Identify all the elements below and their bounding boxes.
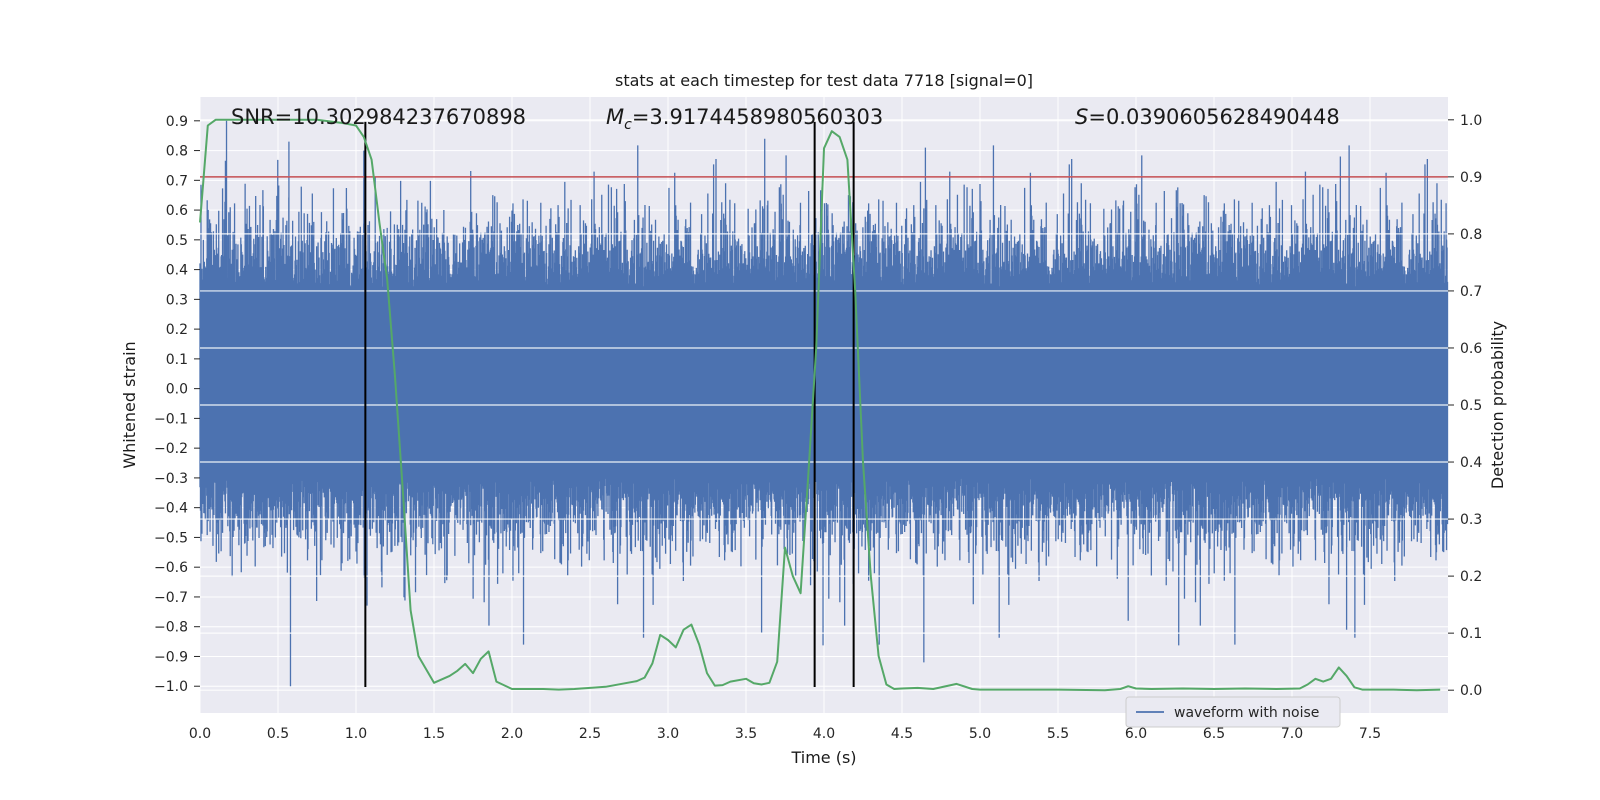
y-right-tick-label: 0.6 xyxy=(1460,341,1482,357)
y-left-tick-label: 0.6 xyxy=(166,203,188,219)
y-left-tick-label: 0.8 xyxy=(166,144,188,160)
chirp-mass-annotation: Mc=3.9174458980560303 xyxy=(606,105,883,133)
legend: waveform with noise xyxy=(1125,696,1341,728)
y-left-tick-label: −0.9 xyxy=(154,649,188,665)
y-right-tick-label: 1.0 xyxy=(1460,113,1482,129)
y-right-tick-label: 0.8 xyxy=(1460,227,1482,243)
probability-line xyxy=(199,118,1441,692)
y-left-tick-label: −0.4 xyxy=(154,501,188,517)
y-left-tick-label: 0.0 xyxy=(166,382,188,398)
y-left-tick-label: 0.9 xyxy=(166,114,188,130)
x-tick-label: 6.0 xyxy=(1125,726,1147,742)
x-tick-label: 3.5 xyxy=(735,726,757,742)
x-tick-label: 5.0 xyxy=(969,726,991,742)
mc-symbol: M xyxy=(606,105,624,129)
y-left-tick-label: −0.1 xyxy=(154,411,188,427)
y-right-tick-label: 0.9 xyxy=(1460,170,1482,186)
chart-title: stats at each timestep for test data 771… xyxy=(615,71,1033,90)
mc-value: =3.9174458980560303 xyxy=(632,105,883,129)
mc-subscript: c xyxy=(624,117,632,133)
y-left-tick-label: −0.2 xyxy=(154,441,188,457)
y-right-tick-label: 0.1 xyxy=(1460,626,1482,642)
x-tick-label: 2.5 xyxy=(579,726,601,742)
x-tick-label: 1.0 xyxy=(345,726,367,742)
y-left-tick-label: 0.1 xyxy=(166,352,188,368)
x-tick-label: 6.5 xyxy=(1203,726,1225,742)
x-tick-label: 4.0 xyxy=(813,726,835,742)
x-tick-label: 5.5 xyxy=(1047,726,1069,742)
y-left-tick-label: 0.7 xyxy=(166,173,188,189)
y-left-tick-label: −0.6 xyxy=(154,560,188,576)
x-tick-label: 4.5 xyxy=(891,726,913,742)
y-left-tick-label: −0.5 xyxy=(154,530,188,546)
x-tick-label: 0.5 xyxy=(267,726,289,742)
legend-box xyxy=(1125,696,1341,728)
y-left-tick-label: 0.3 xyxy=(166,292,188,308)
legend-label: waveform with noise xyxy=(1174,705,1319,721)
x-tick-label: 2.0 xyxy=(501,726,523,742)
x-axis-ticks: 0.0 0.5 1.0 1.5 2.0 2.5 3.0 3.5 4.0 4.5 5.0 5.5 6.0 6… xyxy=(189,726,1381,742)
x-tick-label: 7.0 xyxy=(1281,726,1303,742)
y-right-tick-label: 0.2 xyxy=(1460,569,1482,585)
y-left-tick-label: −1.0 xyxy=(154,679,188,695)
y-left-ticks: 0.9 0.8 0.7 0.6 0.5 0.4 0.3 0.2 0.1 0.0 −0.1 −0.2 −0… xyxy=(154,114,200,695)
s-symbol: S xyxy=(1075,105,1088,129)
y-right-tick-label: 0.3 xyxy=(1460,512,1482,528)
y-left-axis-label: Whitened strain xyxy=(120,341,139,468)
snr-annotation: SNR=10.302984237670898 xyxy=(231,105,526,129)
s-annotation: S=0.0390605628490448 xyxy=(1075,105,1340,129)
y-left-tick-label: −0.3 xyxy=(154,471,188,487)
y-left-tick-label: −0.8 xyxy=(154,620,188,636)
x-tick-label: 0.0 xyxy=(189,726,211,742)
s-value: =0.0390605628490448 xyxy=(1088,105,1339,129)
y-right-tick-label: 0.4 xyxy=(1460,455,1482,471)
y-left-tick-label: −0.7 xyxy=(154,590,188,606)
y-right-axis-label: Detection probability xyxy=(1488,321,1507,489)
waveform-line xyxy=(199,120,1449,687)
y-left-tick-label: 0.4 xyxy=(166,263,188,279)
y-right-tick-label: 0.7 xyxy=(1460,284,1482,300)
y-right-ticks: 1.0 0.9 0.8 0.7 0.6 0.5 0.4 0.3 0.2 0.1 0.0 xyxy=(1448,113,1482,699)
probability-series xyxy=(199,118,1441,692)
vertical-markers xyxy=(364,121,855,687)
y-left-tick-label: 0.2 xyxy=(166,322,188,338)
x-tick-label: 3.0 xyxy=(657,726,679,742)
x-tick-label: 1.5 xyxy=(423,726,445,742)
y-right-tick-label: 0.0 xyxy=(1460,683,1482,699)
y-right-tick-label: 0.5 xyxy=(1460,398,1482,414)
x-axis-label: Time (s) xyxy=(790,748,856,767)
y-left-tick-label: 0.5 xyxy=(166,233,188,249)
x-tick-label: 7.5 xyxy=(1359,726,1381,742)
